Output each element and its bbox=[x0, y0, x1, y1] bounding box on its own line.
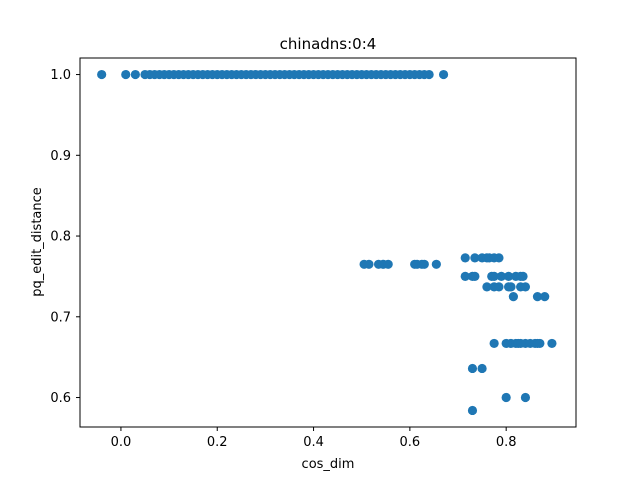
plot-area-frame bbox=[79, 57, 577, 428]
data-point bbox=[482, 282, 492, 292]
data-point bbox=[460, 253, 470, 263]
data-point bbox=[494, 253, 504, 263]
x-tick-label: 0.2 bbox=[207, 435, 228, 450]
y-tick-label: 1.0 bbox=[50, 68, 71, 83]
data-point bbox=[535, 338, 545, 349]
data-point bbox=[520, 282, 531, 292]
data-point bbox=[383, 259, 393, 269]
x-tick-label: 0.6 bbox=[400, 435, 421, 450]
y-axis-ticks: 0.6 0.7 0.8 0.9 1.0 bbox=[50, 68, 80, 406]
data-point bbox=[470, 271, 480, 282]
data-point bbox=[121, 69, 131, 80]
data-point bbox=[424, 69, 434, 80]
data-points bbox=[97, 69, 557, 416]
data-point bbox=[503, 271, 514, 282]
data-point bbox=[506, 282, 516, 292]
data-point bbox=[97, 69, 107, 80]
y-tick-label: 0.9 bbox=[50, 149, 71, 164]
chart-title: chinadns:0:4 bbox=[280, 35, 377, 53]
x-tick-label: 0.4 bbox=[303, 435, 324, 450]
data-point bbox=[496, 271, 506, 282]
data-point bbox=[460, 271, 470, 282]
data-point bbox=[501, 392, 511, 403]
data-point bbox=[520, 392, 531, 403]
data-point bbox=[467, 405, 478, 416]
data-point bbox=[438, 69, 449, 80]
data-point bbox=[364, 259, 374, 269]
y-tick-label: 0.6 bbox=[50, 391, 71, 406]
y-axis-label: pq_edit_distance bbox=[30, 187, 45, 297]
x-tick-label: 0.0 bbox=[111, 435, 132, 450]
data-point bbox=[130, 69, 140, 80]
data-point bbox=[489, 271, 499, 282]
data-point bbox=[470, 253, 480, 263]
data-point bbox=[532, 292, 543, 302]
y-tick-label: 0.8 bbox=[50, 230, 71, 245]
data-point bbox=[419, 259, 429, 269]
data-point bbox=[508, 292, 518, 302]
data-point bbox=[489, 338, 499, 349]
x-tick-label: 0.8 bbox=[496, 435, 517, 450]
x-axis-ticks: 0.0 0.2 0.4 0.6 0.8 bbox=[111, 427, 517, 450]
data-point bbox=[431, 259, 441, 269]
data-point bbox=[540, 292, 550, 302]
y-tick-label: 0.7 bbox=[50, 310, 71, 325]
data-point bbox=[467, 363, 478, 374]
data-point bbox=[518, 271, 528, 282]
data-point bbox=[494, 282, 504, 292]
data-point bbox=[547, 338, 557, 349]
data-point bbox=[477, 363, 487, 374]
x-axis-label: cos_dim bbox=[302, 457, 355, 472]
